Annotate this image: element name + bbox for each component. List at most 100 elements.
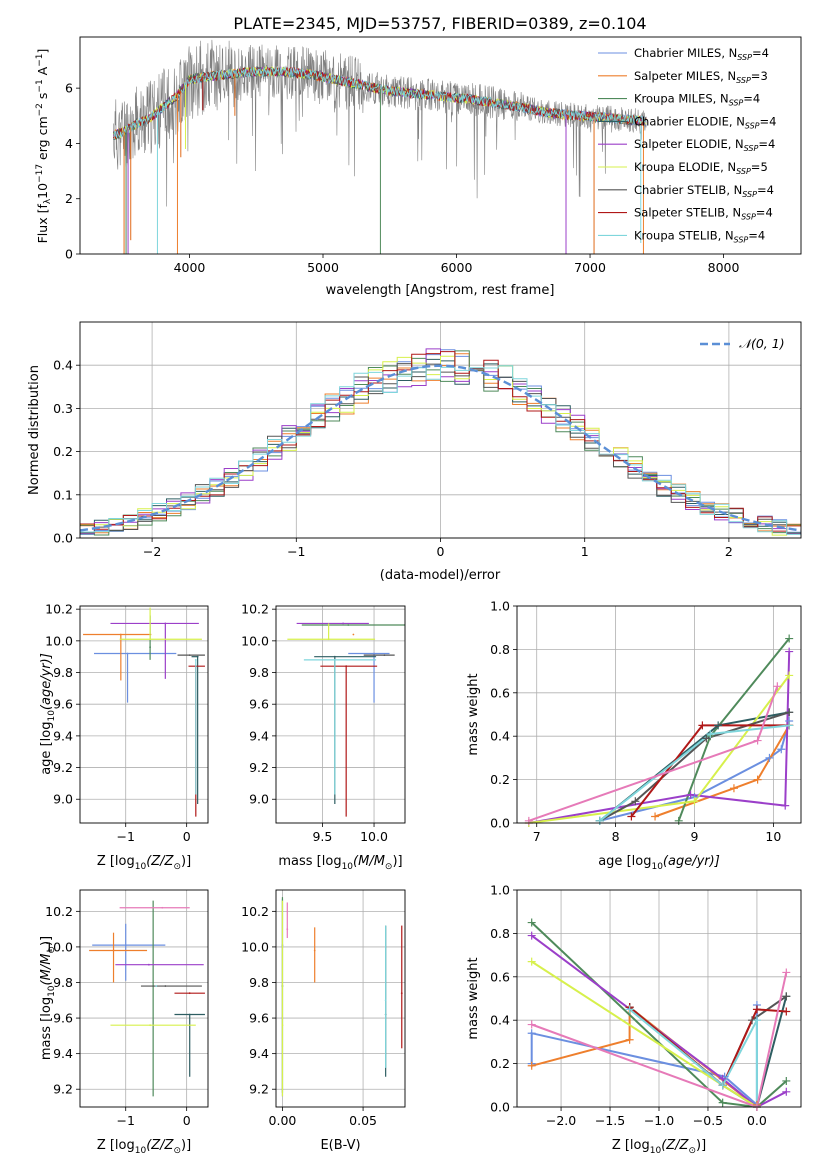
axes-frame <box>79 605 209 824</box>
xlabel-text: mass [log <box>278 854 341 869</box>
ylabel-label: Flux [fλ10−17 erg cm−2 s−1 A−1] <box>35 49 53 244</box>
ylabel-text: mass [log <box>39 997 54 1060</box>
mass-weight-line-9 <box>531 972 788 1107</box>
ylabel-superscript: −17 <box>35 164 45 183</box>
y-tick-label: 0.6 <box>490 969 510 984</box>
y-tick-label: 2 <box>65 191 73 206</box>
ylabel-text: A <box>35 66 50 79</box>
errorbar-point-7 <box>286 928 289 931</box>
errorbar-point-0 <box>124 944 127 947</box>
mass-weight-marker-4 <box>686 790 695 799</box>
legend-nssp-sub: SSP <box>736 76 751 85</box>
y-tick-label: 0.3 <box>53 401 73 416</box>
legend-nssp-label: N <box>727 69 736 83</box>
legend-nssp-sub: SSP <box>736 167 751 176</box>
x-tick-label: 0.00 <box>269 1113 297 1128</box>
y-tick-label: 4 <box>65 136 73 151</box>
errorbar-point-5 <box>149 1024 151 1027</box>
errorbar-point-1 <box>119 633 122 636</box>
y-tick-label: 9.6 <box>53 1011 73 1026</box>
axes-age-vs-metallicity: −1 09.09.29.49.69.810.010.2Z [log10(Z/Z⊙)… <box>39 602 209 872</box>
legend-nssp-value: 3 <box>760 69 767 83</box>
legend-separator: , <box>713 92 720 106</box>
y-tick-label: 9.2 <box>249 1082 269 1097</box>
errorbar-point-5 <box>400 992 403 995</box>
x-tick-label: −2 <box>143 544 161 559</box>
legend-separator: , <box>726 183 733 197</box>
errorbar-point-8 <box>194 658 197 661</box>
legend-equals: = <box>752 46 762 60</box>
ylabel-superscript: −1 <box>35 54 45 67</box>
errorbar-point-5 <box>149 638 151 641</box>
mass-weight-marker-7 <box>782 1007 791 1016</box>
mass-weight-marker-1 <box>651 812 660 821</box>
ylabel-rest: (age/yr)] <box>39 653 54 710</box>
y-tick-label: 9.4 <box>249 728 269 743</box>
x-tick-label: 7000 <box>574 260 606 275</box>
mass-weight-marker-4 <box>785 647 794 656</box>
y-tick-label: 10.2 <box>45 904 73 919</box>
legend-nssp-sub: SSP <box>742 190 757 199</box>
mass-weight-marker-7 <box>698 721 707 730</box>
mass-weight-marker-9 <box>524 816 533 825</box>
spectrum-line <box>113 39 647 207</box>
errorbar-point-9 <box>161 906 164 909</box>
y-tick-label: 0.0 <box>53 531 73 546</box>
mass-weight-marker-2 <box>718 1098 727 1107</box>
legend-nssp-sub: SSP <box>745 121 760 130</box>
x-tick-label: 0 <box>437 544 445 559</box>
xlabel-end: )] <box>181 1138 191 1153</box>
mass-weight-line-4 <box>528 651 791 823</box>
x-tick-label: 0.05 <box>349 1113 377 1128</box>
errorbar-point-1 <box>112 949 115 952</box>
ylabel-label: mass weight <box>466 673 481 755</box>
y-tick-label: 0.0 <box>490 816 510 831</box>
legend-nssp-label: N <box>725 228 734 242</box>
legend-nssp-sub: SSP <box>729 99 744 108</box>
legend-model-name: Kroupa ELODIE <box>634 160 720 174</box>
mass-weight-marker-1 <box>527 1061 536 1070</box>
xlabel-subscript: 10 <box>135 862 147 872</box>
xlabel-subscript: 10 <box>651 862 663 872</box>
legend-model-name: Chabrier MILES <box>634 46 721 60</box>
ylabel-label: Normed distribution <box>27 365 42 495</box>
legend-nssp-label: N <box>736 114 745 128</box>
y-tick-label: 9.8 <box>249 665 269 680</box>
mass-weight-marker-8 <box>752 1016 761 1025</box>
x-tick-label: −2.0 <box>546 1113 576 1128</box>
errorbar-point-4 <box>281 1024 284 1027</box>
plot-area <box>281 897 403 1097</box>
x-tick-label: 8000 <box>708 260 740 275</box>
mass-weight-line-2 <box>531 921 787 1107</box>
plot-area <box>80 348 801 536</box>
legend-separator: , <box>728 137 735 151</box>
xlabel-sun-symbol: ⊙ <box>688 1146 696 1156</box>
errorbar-point-6 <box>384 999 387 1002</box>
y-tick-label: 0.0 <box>490 1100 510 1115</box>
legend-separator: , <box>725 206 732 220</box>
legend-model-name: Kroupa MILES <box>634 92 713 106</box>
legend-nssp-value: 5 <box>760 160 767 174</box>
axes-frame <box>275 889 406 1108</box>
mass-weight-marker-2 <box>527 918 536 927</box>
x-tick-label: 9 <box>691 829 699 844</box>
y-tick-label: 10.2 <box>241 904 269 919</box>
mass-weight-marker-8 <box>595 816 604 825</box>
legend-nssp-label: N <box>720 92 729 106</box>
ylabel-text: age [log <box>39 722 54 775</box>
xlabel-subscript: 10 <box>650 1146 662 1156</box>
y-tick-label: 0.2 <box>490 772 510 787</box>
legend-nssp-value: 4 <box>753 92 760 106</box>
mass-weight-marker-4 <box>781 801 790 810</box>
mass-weight-marker-1 <box>753 775 762 784</box>
ylabel-text: s <box>35 93 50 104</box>
x-tick-label: 10.0 <box>360 829 388 844</box>
mass-weight-marker-5 <box>690 797 699 806</box>
axes-residual-histogram: −2 −1 0 1 2 0.0 0.1 0.2 0.3 0.4 𝒩(0, 1) (data-model… <box>27 321 802 583</box>
mass-weight-marker-1 <box>625 1035 634 1044</box>
legend-equals: = <box>756 206 766 220</box>
xlabel-end: )] <box>696 1138 706 1153</box>
legend-nssp-sub: SSP <box>744 144 759 153</box>
xlabel-rest: (M/M <box>353 854 385 869</box>
histogram-step-8 <box>80 365 801 535</box>
